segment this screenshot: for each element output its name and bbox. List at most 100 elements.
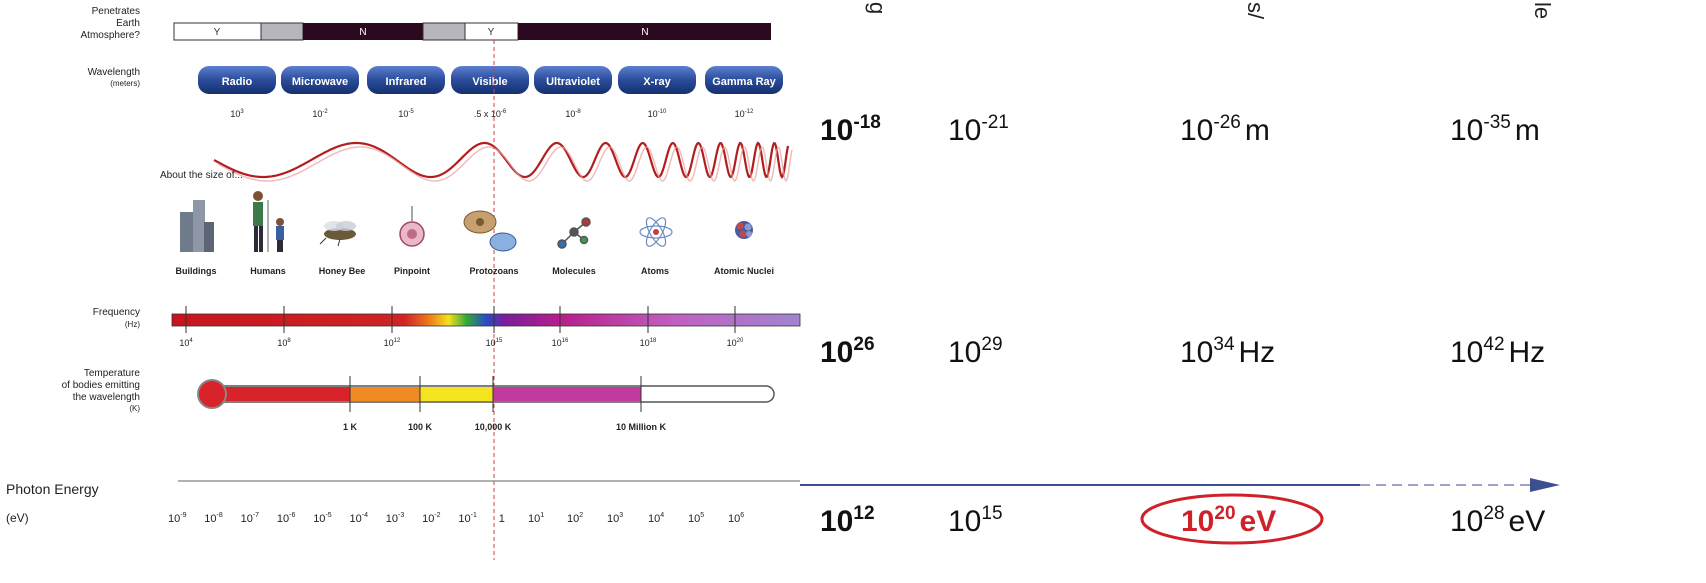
fragment-s: s/ <box>1243 2 1268 20</box>
frequency-tick-label: 1018 <box>640 338 657 348</box>
frequency-tick-label: 1015 <box>486 338 503 348</box>
object-label: Atomic Nuclei <box>714 266 774 276</box>
photon-energy-tick: 10-1 <box>458 512 477 525</box>
extension-wavelength-value: 10-26 m <box>1180 112 1270 147</box>
band-label: X-ray <box>643 76 671 88</box>
photon-energy-tick: 10-7 <box>241 512 260 525</box>
frequency-unit: (Hz) <box>125 320 140 329</box>
extension-frequency-value: 1034 Hz <box>1180 334 1275 369</box>
fragment-g: g <box>865 2 890 14</box>
honey-bee-icon <box>319 221 356 247</box>
extension-energy-value: 1020 eV <box>1181 503 1276 538</box>
humans-icon <box>253 191 284 252</box>
band-ultraviolet <box>534 66 612 94</box>
atomic-nuclei-icon <box>735 221 753 239</box>
extension-frequency-value: 1029 <box>948 334 1003 369</box>
wavelength-label: Wavelength <box>88 67 140 78</box>
frequency-label: Frequency <box>93 307 140 318</box>
buildings-icon <box>180 200 214 252</box>
frequency-tick-label: 1020 <box>727 338 744 348</box>
photon-energy-tick: 10-6 <box>277 512 296 525</box>
atmosphere-n2-text: N <box>641 27 648 38</box>
wavelength-value: 10-12 <box>735 109 754 119</box>
atmosphere-y1-text: Y <box>214 27 221 38</box>
thermometer-segment-purple <box>493 387 641 401</box>
thermometer-segment-yellow <box>420 387 493 401</box>
band-radio <box>198 66 276 94</box>
wavelength-values: 103 10-2 10-5 .5 x 10-6 10-8 10-10 10-12 <box>230 109 754 119</box>
photon-energy-tick: 106 <box>728 512 744 525</box>
temperature-mark-10mk: 10 Million K <box>616 422 667 432</box>
photon-energy-ticks: 10-9 10-8 10-7 10-6 10-5 10-4 10-3 10-2 10-1 1 101… <box>168 512 744 525</box>
band-gamma-ray <box>705 66 783 94</box>
thermometer-segment-orange <box>350 387 420 401</box>
atmosphere-y2-text: Y <box>488 27 495 38</box>
frequency-bar <box>171 313 801 327</box>
object-label: Humans <box>250 266 286 276</box>
temperature-label-line-1: Temperature <box>84 368 141 379</box>
photon-energy-tick: 102 <box>567 512 583 525</box>
size-icons <box>180 191 753 252</box>
photon-energy-tick: 10-2 <box>422 512 441 525</box>
wavelength-value: 10-2 <box>312 109 328 119</box>
photon-axis-arrowhead <box>1530 478 1560 492</box>
wavelength-bands: Radio Microwave Infrared Visible Ultraviolet… <box>198 66 783 94</box>
extension-frequency-values: 1026 1029 1034 Hz 1042 Hz <box>820 334 1545 369</box>
object-labels: Buildings Humans Honey Bee Pinpoint Protozoa… <box>176 266 775 276</box>
band-x-ray <box>618 66 696 94</box>
band-visible <box>451 66 529 94</box>
protozoans-icon <box>463 210 517 252</box>
photon-energy-tick-one: 1 <box>499 513 505 525</box>
atmosphere-segment-partial1 <box>260 22 304 41</box>
atmosphere-label-line-3: Atmosphere? <box>81 30 141 41</box>
object-label: Molecules <box>552 266 596 276</box>
band-label: Ultraviolet <box>546 76 600 88</box>
extension-frequency-value: 1042 Hz <box>1450 334 1545 369</box>
atmosphere-segment-n2 <box>518 23 771 40</box>
temperature-mark-10000k: 10,000 K <box>475 422 512 432</box>
object-label: Honey Bee <box>319 266 366 276</box>
frequency-ticks: 104 108 1012 1015 1016 1018 1020 <box>179 306 744 348</box>
band-label: Radio <box>222 76 253 88</box>
thermometer-segment-red <box>212 387 350 401</box>
molecules-icon <box>557 217 591 249</box>
wavelength-value: 10-8 <box>565 109 581 119</box>
atmosphere-label-line-1: Penetrates <box>92 6 140 17</box>
extension-wavelength-value: 10-21 <box>948 112 1009 147</box>
photon-energy-tick: 105 <box>688 512 704 525</box>
frequency-tick-label: 108 <box>277 338 291 348</box>
band-label: Visible <box>472 76 507 88</box>
photon-energy-tick: 103 <box>607 512 623 525</box>
object-label: Atoms <box>641 266 669 276</box>
frequency-tick-label: 1012 <box>384 338 401 348</box>
extension-frequency-value: 1026 <box>820 334 875 369</box>
extension-wavelength-value: 10-35 m <box>1450 112 1540 147</box>
band-label: Infrared <box>386 76 427 88</box>
frequency-tick-label: 1016 <box>552 338 569 348</box>
wavelength-value: 103 <box>230 109 244 119</box>
object-label: Pinpoint <box>394 266 430 276</box>
photon-energy-tick: 104 <box>648 512 664 525</box>
wavelength-value: 10-10 <box>648 109 667 119</box>
photon-energy-tick: 10-3 <box>386 512 405 525</box>
size-label: About the size of... <box>160 170 243 181</box>
extension-energy-values: 1012 1015 1020 eV 1028 eV <box>820 503 1545 538</box>
extension-wavelength-value: 10-18 <box>820 112 881 147</box>
object-label: Protozoans <box>469 266 518 276</box>
photon-energy-tick: 10-4 <box>350 512 369 525</box>
extension-top-fragments: g s/ le <box>865 2 1555 20</box>
atmosphere-label: Penetrates Earth Atmosphere? <box>81 6 141 41</box>
fragment-le: le <box>1530 2 1555 19</box>
extension-energy-value: 1015 <box>948 503 1003 538</box>
atmosphere-bar: Y N Y N <box>173 22 771 41</box>
atmosphere-segment-n1 <box>303 23 423 40</box>
photon-energy-label: Photon Energy <box>6 481 99 497</box>
band-label: Gamma Ray <box>712 76 776 88</box>
thermometer-bulb <box>197 379 227 409</box>
photon-energy-tick: 10-8 <box>204 512 223 525</box>
photon-energy-tick: 10-9 <box>168 512 187 525</box>
wavelength-value: 10-5 <box>398 109 414 119</box>
pinpoint-icon <box>399 206 425 247</box>
extension-energy-value: 1012 <box>820 503 875 538</box>
